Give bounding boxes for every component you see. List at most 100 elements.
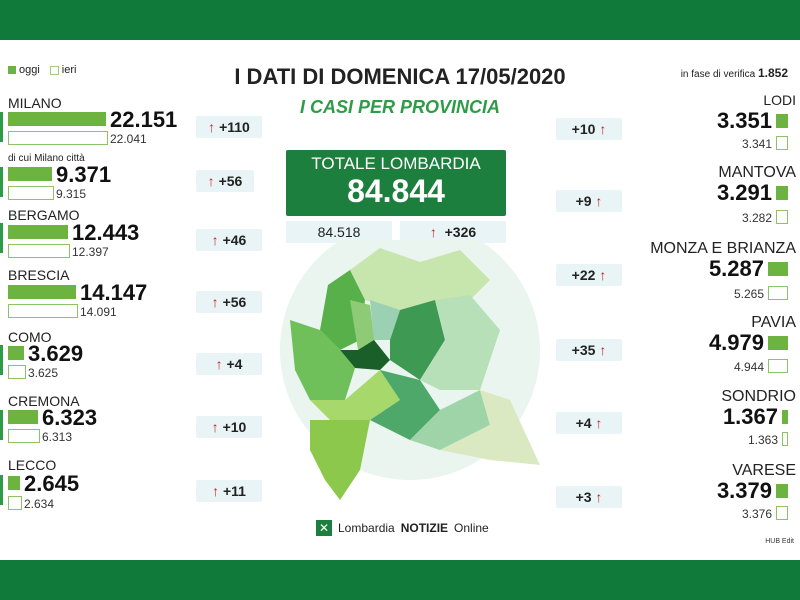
province-name: PAVIA (751, 314, 796, 331)
value-today: 2.645 (24, 471, 80, 496)
province-milano-citta: di cui Milano città (8, 152, 85, 166)
value-yesterday: 9.315 (56, 187, 87, 201)
delta-pavia: +35 ↑ (556, 339, 622, 361)
province-lodi: LODI (596, 92, 796, 108)
province-name: SONDRIO (721, 388, 796, 405)
bar-today (776, 114, 788, 128)
total-label: TOTALE LOMBARDIA (311, 154, 481, 173)
value-yesterday: 14.091 (80, 305, 117, 319)
bar-today (768, 262, 788, 276)
legend: oggi ieri (8, 64, 76, 76)
bar-today (776, 186, 788, 200)
bar-today (8, 476, 20, 490)
value-yesterday: 2.634 (24, 497, 55, 511)
region-pavia (310, 420, 370, 500)
up-arrow-icon: ↑ (429, 224, 437, 240)
bar-yesterday (776, 506, 788, 520)
bar-yesterday (8, 304, 78, 318)
bar-today (8, 285, 76, 299)
bar-yesterday (8, 186, 54, 200)
province-name: MONZA E BRIANZA (650, 240, 796, 257)
up-arrow-icon: ↑ (599, 342, 607, 358)
up-arrow-icon: ↑ (215, 356, 223, 372)
value-today: 9.371 (56, 162, 112, 187)
up-arrow-icon: ↑ (208, 119, 216, 135)
total-increase: ↑ +326 (400, 221, 506, 243)
bar-today (8, 346, 24, 360)
delta-lodi: +10 ↑ (556, 118, 622, 140)
bar-today (768, 336, 788, 350)
lombardy-map (280, 240, 540, 500)
delta-value: +46 (222, 232, 247, 248)
logo-text-b: NOTIZIE (400, 521, 449, 535)
value-yesterday: 1.363 (747, 433, 778, 447)
up-arrow-icon: ↑ (211, 294, 219, 310)
page-subtitle: I CASI PER PROVINCIA (299, 97, 501, 117)
region-milano-west (290, 320, 355, 400)
legend-yesterday-label: ieri (61, 64, 77, 76)
value-yesterday: 3.282 (741, 211, 772, 225)
delta-value: +35 (571, 342, 596, 358)
value-today: 12.443 (72, 220, 140, 245)
up-arrow-icon: ↑ (595, 415, 603, 431)
top-band (0, 0, 800, 40)
value-today: 3.379 (716, 478, 772, 503)
total-box: TOTALE LOMBARDIA 84.844 (286, 150, 506, 216)
bar-yesterday (8, 131, 108, 145)
delta-como: ↑ +4 (196, 353, 262, 375)
value-today: 5.287 (708, 256, 764, 281)
value-yesterday: 3.341 (741, 137, 772, 151)
bar-yesterday (782, 432, 788, 446)
province-brescia: BRESCIA (8, 268, 69, 282)
delta-value: +11 (222, 483, 246, 499)
accent-line (0, 167, 3, 197)
footer-note: HUB Edit (765, 538, 794, 545)
province-name: BERGAMO (8, 207, 80, 223)
lombardia-logo-icon: ✕ (316, 520, 332, 536)
province-bergamo: BERGAMO (8, 208, 80, 222)
region-como (350, 300, 375, 350)
up-arrow-icon: ↑ (211, 419, 219, 435)
value-yesterday: 3.376 (741, 507, 772, 521)
province-name: di cui Milano città (8, 153, 85, 164)
legend-yesterday-swatch (49, 65, 59, 75)
verifica-note: in fase di verifica 1.852 (681, 66, 788, 80)
province-pavia: PAVIA (596, 314, 796, 332)
region-bergamo (390, 300, 445, 380)
value-today: 3.351 (716, 108, 772, 133)
value-today: 6.323 (42, 405, 98, 430)
province-monza-brianza: MONZA E BRIANZA (596, 240, 796, 258)
bar-yesterday (776, 210, 788, 224)
logo-text-c: Online (454, 521, 489, 535)
bar-yesterday (8, 496, 22, 510)
delta-value: +22 (571, 267, 596, 283)
total-previous: 84.518 (286, 221, 392, 243)
region-milano (310, 370, 400, 420)
value-today: 3.291 (716, 180, 772, 205)
value-yesterday: 5.265 (733, 287, 764, 301)
page-title: I DATI DI DOMENICA 17/05/2020 (234, 64, 566, 89)
value-yesterday: 4.944 (733, 360, 764, 374)
up-arrow-icon: ↑ (207, 173, 215, 189)
value-yesterday: 22.041 (110, 132, 147, 146)
province-name: BRESCIA (8, 267, 70, 283)
delta-brescia: ↑ +56 (196, 291, 262, 313)
delta-value: +110 (219, 119, 250, 135)
legend-today-swatch (8, 66, 16, 75)
delta-value: +3 (575, 489, 592, 505)
region-mantova (440, 390, 540, 465)
province-name: VARESE (732, 462, 796, 479)
delta-value: +9 (575, 193, 592, 209)
region-lecco (370, 300, 400, 340)
delta-bergamo: ↑ +46 (196, 229, 262, 251)
up-arrow-icon: ↑ (595, 193, 603, 209)
region-brescia (420, 295, 500, 390)
bar-today (8, 225, 68, 239)
value-yesterday: 6.313 (42, 430, 73, 444)
province-milano: MILANO (8, 96, 62, 110)
accent-line (0, 345, 3, 375)
province-name: LECCO (8, 457, 57, 473)
delta-mantova: +9 ↑ (556, 190, 622, 212)
total-value: 84.844 (347, 173, 445, 209)
bar-yesterday (776, 136, 788, 150)
